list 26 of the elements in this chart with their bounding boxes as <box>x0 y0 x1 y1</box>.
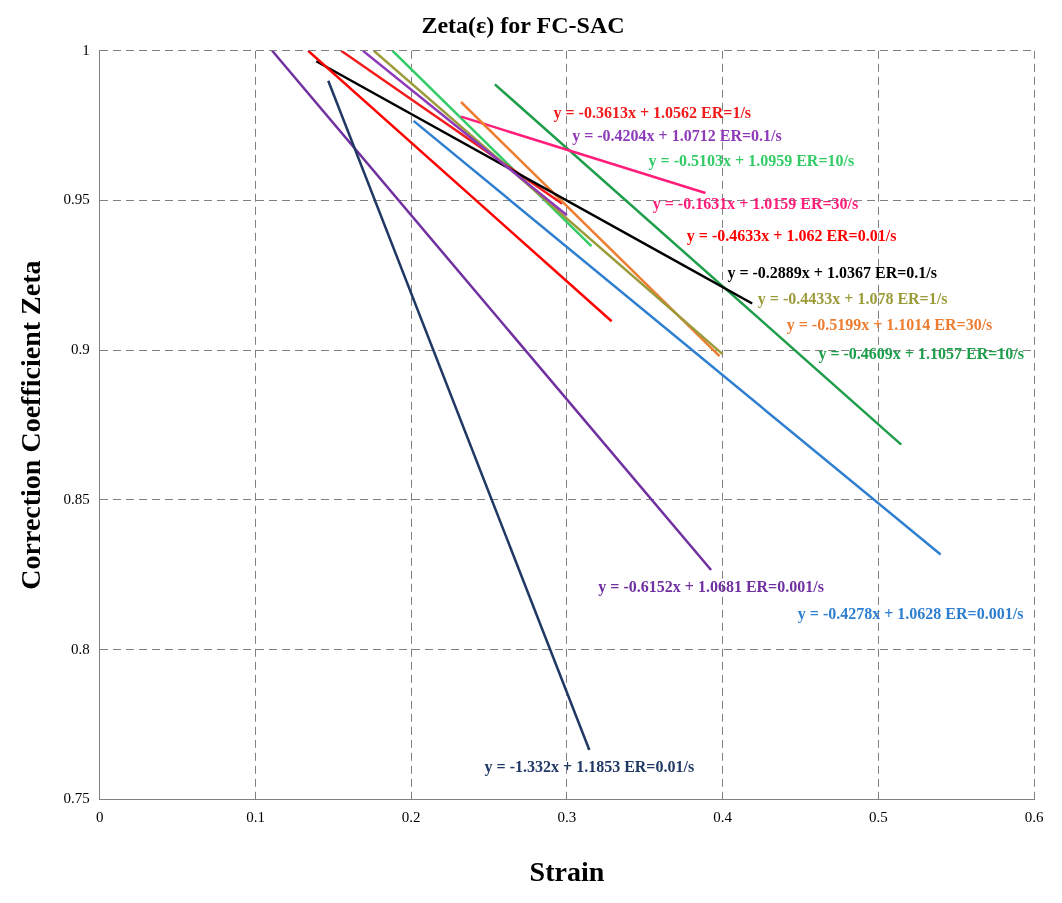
y-axis-title: Correction Coefficient Zeta <box>15 260 47 590</box>
series-label: y = -1.332x + 1.1853 ER=0.01/s <box>484 758 695 777</box>
x-tick-label: 0.2 <box>401 809 421 826</box>
y-tick-label: 0.75 <box>63 790 90 807</box>
text: y = -0.5199x + 1.1014 ER=30/s <box>786 316 993 335</box>
y-tick-label: 0.85 <box>63 490 90 507</box>
text: y = -0.4633x + 1.062 ER=0.01/s <box>686 227 897 246</box>
text: y = -0.4433x + 1.078 ER=1/s <box>757 290 948 309</box>
text: y = -0.5103x + 1.0959 ER=10/s <box>648 152 855 171</box>
x-tick-label: 0.3 <box>557 809 577 826</box>
x-tick-label: 0.4 <box>713 809 733 826</box>
x-tick-label: 0 <box>96 809 104 826</box>
x-axis-title: Strain <box>529 856 605 888</box>
y-tick-label: 0.9 <box>71 341 90 358</box>
x-tick-label: 0.6 <box>1024 809 1044 826</box>
text: y = -0.4204x + 1.0712 ER=0.1/s <box>572 127 782 146</box>
text: y = -0.3613x + 1.0562 ER=1/s <box>553 103 752 122</box>
y-tick-label: 1 <box>82 41 90 58</box>
y-tick-label: 0.95 <box>63 191 90 208</box>
chart-title: Zeta(ε) for FC-SAC <box>421 11 625 38</box>
x-tick-label: 0.1 <box>246 809 265 826</box>
x-tick-label: 0.5 <box>868 809 888 826</box>
y-tick-label: 0.8 <box>71 640 90 657</box>
text: y = -0.4278x + 1.0628 ER=0.001/s <box>797 604 1024 623</box>
series-label: y = -0.6152x + 1.0681 ER=0.001/s <box>598 578 824 597</box>
series-label: y = -0.2889x + 1.0367 ER=0.1/s <box>727 263 937 282</box>
